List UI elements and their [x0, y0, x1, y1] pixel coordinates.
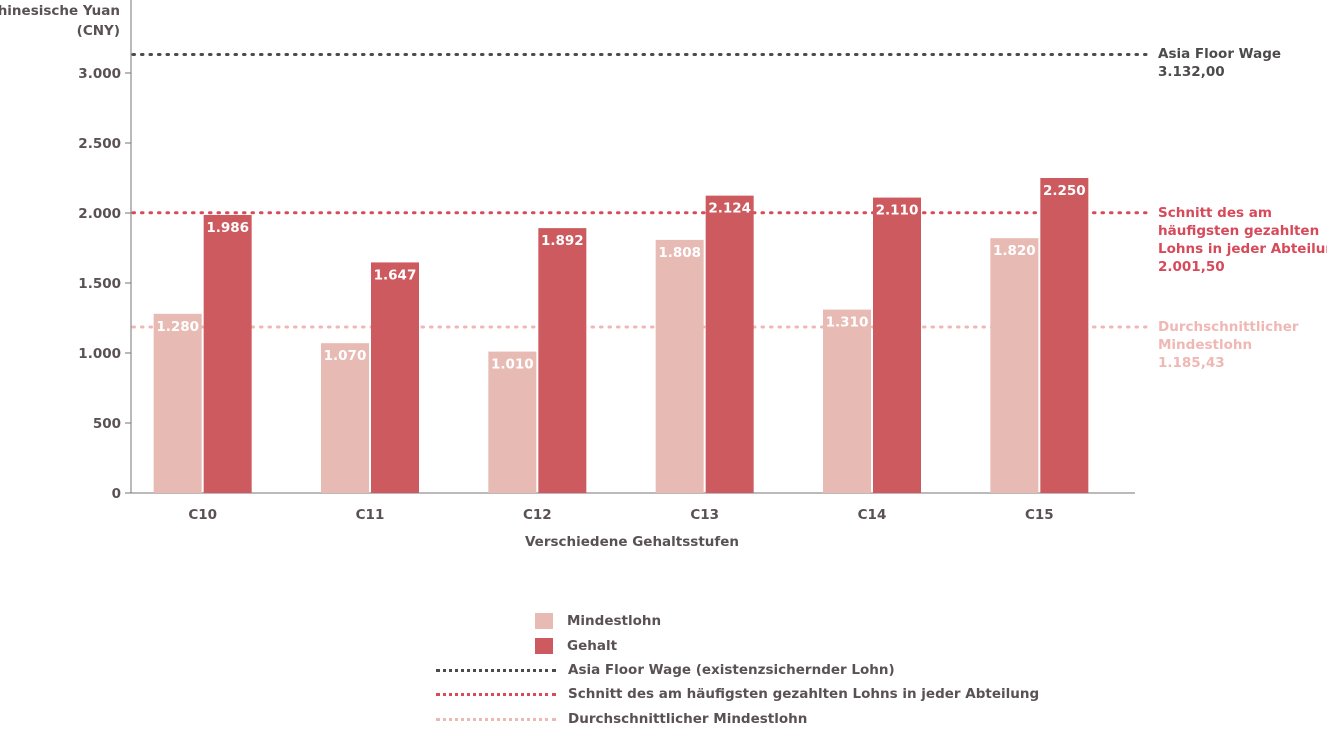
y-axis-title-line-2: (CNY): [77, 23, 120, 39]
bar-mindestlohn-c12: [488, 352, 536, 493]
data-label: 2.110: [876, 203, 919, 219]
data-label: 1.808: [658, 245, 701, 261]
data-label: 1.986: [206, 220, 249, 236]
data-label: 1.010: [491, 357, 534, 373]
bar-chart: Chinesische Yuan (CNY) 0 500 1.000 1.500 2.000…: [0, 0, 1327, 730]
reference-annotation-3: 1.185,43: [1158, 355, 1225, 371]
reference-annotation-2: Lohns in jeder Abteilung: [1158, 241, 1327, 257]
reference-annotation-1: 3.132,00: [1158, 64, 1225, 80]
x-tick-label: C11: [356, 507, 385, 523]
data-label: 1.070: [324, 348, 367, 364]
data-label: 2.250: [1043, 183, 1086, 199]
bar-mindestlohn-c11: [321, 343, 369, 493]
y-tick-label: 3.000: [78, 66, 121, 82]
bar-mindestlohn-c10: [154, 314, 202, 493]
bar-gehalt-c10: [204, 215, 252, 493]
bar-mindestlohn-c15: [990, 238, 1038, 493]
y-tick-label: 1.500: [78, 276, 121, 292]
reference-annotation-3: Durchschnittlicher: [1158, 319, 1299, 335]
y-tick-label: 1.000: [78, 346, 121, 362]
bar-mindestlohn-c14: [823, 310, 871, 493]
y-axis-title-line-1: Chinesische Yuan: [0, 3, 120, 19]
x-tick-label: C15: [1025, 507, 1054, 523]
reference-annotation-2: Schnitt des am: [1158, 205, 1272, 221]
bar-gehalt-c13: [706, 196, 754, 493]
x-tick-label: C12: [523, 507, 552, 523]
reference-annotation-2: 2.001,50: [1158, 259, 1225, 275]
reference-annotation-1: Asia Floor Wage: [1158, 46, 1281, 62]
bar-gehalt-c14: [873, 198, 921, 493]
x-tick-label: C10: [188, 507, 217, 523]
data-label: 1.647: [374, 267, 417, 283]
bar-gehalt-c12: [538, 228, 586, 493]
bar-gehalt-c11: [371, 262, 419, 493]
data-label: 1.892: [541, 233, 584, 249]
reference-annotation-3: Mindestlohn: [1158, 337, 1252, 353]
y-tick-label: 0: [112, 486, 121, 502]
data-label: 1.310: [826, 315, 869, 331]
data-label: 2.124: [708, 201, 751, 217]
x-axis-title: Verschiedene Gehaltsstufen: [525, 534, 739, 550]
y-tick-label: 2.500: [78, 136, 121, 152]
y-tick-label: 2.000: [78, 206, 121, 222]
data-label: 1.280: [156, 319, 199, 335]
reference-annotation-2: häufigsten gezahlten: [1158, 223, 1319, 239]
bar-gehalt-c15: [1040, 178, 1088, 493]
y-tick-label: 500: [93, 416, 121, 432]
x-tick-label: C14: [858, 507, 887, 523]
bar-mindestlohn-c13: [656, 240, 704, 493]
x-tick-label: C13: [690, 507, 719, 523]
data-label: 1.820: [993, 243, 1036, 259]
